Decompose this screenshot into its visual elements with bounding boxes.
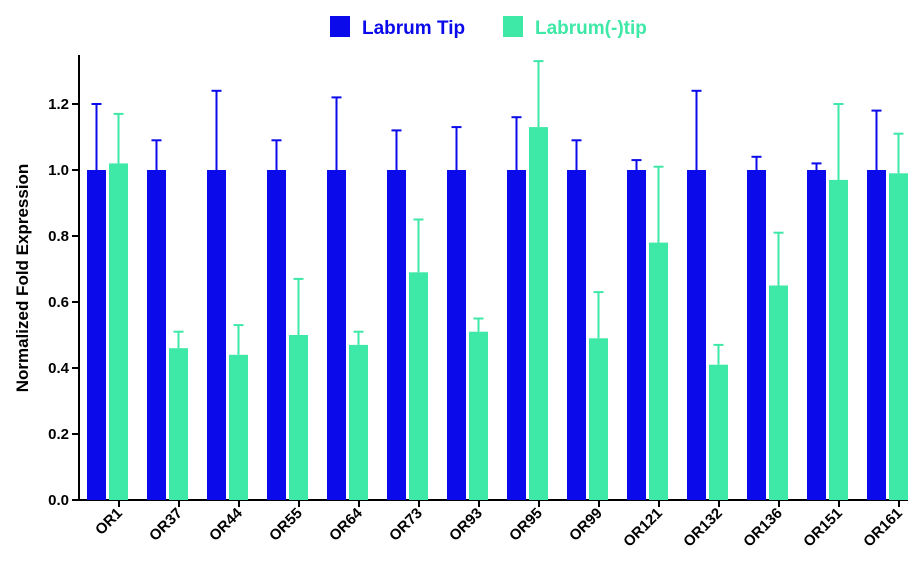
category-label: OR73 [386, 505, 426, 545]
bar-labrum-minus-tip [769, 285, 788, 500]
bar-labrum-tip [447, 170, 466, 500]
bar-labrum-tip [147, 170, 166, 500]
bar-labrum-minus-tip [409, 272, 428, 500]
bar-labrum-minus-tip [829, 179, 848, 500]
category-labels: OR1 OR37 OR44 OR55 OR64 OR73 OR93 OR95 OR99 OR121… [92, 504, 906, 550]
legend: Labrum Tip Labrum(-)tip [330, 16, 647, 39]
bar-labrum-tip [327, 170, 346, 500]
bar-labrum-minus-tip [349, 344, 368, 500]
legend-swatch-labrum-tip [330, 16, 350, 37]
category-label: OR161 [860, 505, 906, 551]
bar-labrum-tip [507, 170, 526, 500]
bar-labrum-minus-tip [649, 242, 668, 500]
bar-labrum-tip [87, 170, 106, 500]
y-tick-label: 0.6 [48, 294, 69, 311]
bar-labrum-tip [207, 170, 226, 500]
bar-labrum-minus-tip [529, 127, 548, 500]
y-tick-label: 0.0 [48, 492, 69, 509]
y-tick-label: 0.8 [48, 228, 69, 245]
category-label: OR99 [566, 505, 606, 545]
bar-labrum-minus-tip [889, 173, 908, 501]
bar-labrum-minus-tip [589, 338, 608, 500]
category-label: OR64 [326, 504, 366, 544]
bar-labrum-minus-tip [709, 364, 728, 500]
bar-labrum-tip [387, 170, 406, 500]
bar-labrum-minus-tip [169, 348, 188, 500]
category-label: OR93 [446, 505, 486, 545]
legend-label-labrum-minus-tip: Labrum(-)tip [535, 18, 647, 39]
bar-labrum-tip [267, 170, 286, 500]
y-tick-label: 0.2 [48, 426, 69, 443]
y-tick-label: 1.2 [48, 96, 69, 113]
category-label: OR37 [146, 505, 186, 545]
bar-labrum-minus-tip [229, 354, 248, 500]
bar-labrum-tip [747, 170, 766, 500]
bars [87, 60, 908, 501]
category-label: OR95 [506, 505, 546, 545]
bar-labrum-tip [687, 170, 706, 500]
category-label: OR55 [266, 505, 306, 545]
y-axis-title: Normalized Fold Expression [13, 164, 32, 393]
category-label: OR1 [92, 505, 126, 539]
bar-labrum-minus-tip [289, 335, 308, 500]
category-label: OR136 [740, 505, 786, 551]
bar-labrum-minus-tip [469, 331, 488, 500]
bar-labrum-tip [627, 170, 646, 500]
category-label: OR132 [680, 505, 726, 551]
category-label: OR121 [620, 505, 666, 551]
bar-labrum-minus-tip [109, 163, 128, 500]
bar-labrum-tip [867, 170, 886, 500]
legend-swatch-labrum-minus-tip [503, 16, 523, 37]
category-label: OR151 [800, 505, 846, 551]
bar-labrum-tip [807, 170, 826, 500]
category-label: OR44 [206, 504, 246, 544]
y-tick-label: 1.0 [48, 162, 69, 179]
y-tick-label: 0.4 [48, 360, 70, 377]
legend-label-labrum-tip: Labrum Tip [362, 18, 465, 39]
bar-labrum-tip [567, 170, 586, 500]
